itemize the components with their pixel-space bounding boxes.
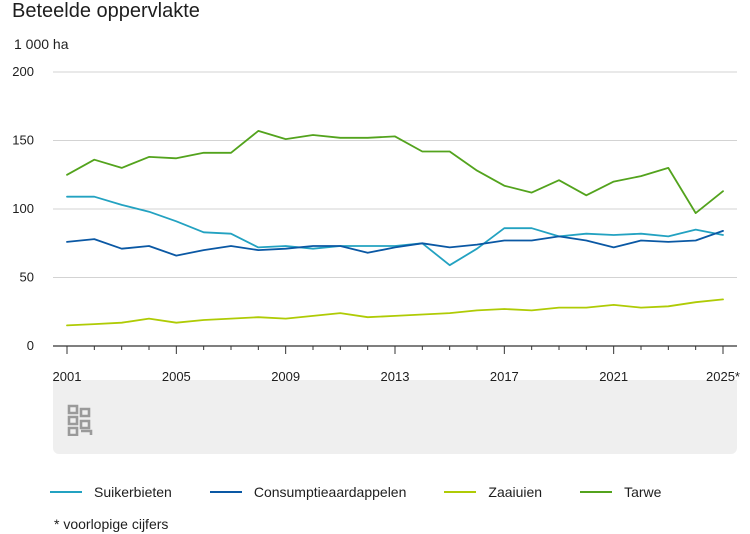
x-tick-label: 2021	[599, 369, 628, 384]
legend-label: Suikerbieten	[94, 484, 172, 500]
y-axis-ticks: 0 50 100 150 200	[12, 64, 34, 353]
legend-item-zaaiuien: Zaaiuien	[444, 484, 542, 500]
gridlines	[53, 71, 737, 347]
legend-item-suikerbieten: Suikerbieten	[50, 484, 172, 500]
y-tick-label: 0	[27, 338, 34, 353]
legend-item-consumptieaardappelen: Consumptieaardappelen	[209, 484, 407, 500]
x-tick-label: 2017	[490, 369, 519, 384]
legend: Suikerbieten Consumptieaardappelen Zaaiuie…	[50, 484, 699, 500]
legend-item-tarwe: Tarwe	[580, 484, 661, 500]
legend-swatch	[50, 491, 82, 493]
legend-swatch	[580, 491, 613, 493]
x-tick-label: 2013	[381, 369, 410, 384]
y-tick-label: 200	[12, 64, 34, 79]
legend-label: Tarwe	[624, 484, 662, 500]
y-axis-unit-label: 1 000 ha	[14, 36, 69, 52]
y-tick-label: 100	[12, 201, 34, 216]
legend-swatch	[444, 491, 477, 493]
series-lines	[66, 129, 724, 327]
legend-label: Zaaiuien	[488, 484, 543, 500]
source-logo-panel	[53, 380, 737, 454]
y-tick-label: 150	[12, 133, 34, 148]
legend-label: Consumptieaardappelen	[253, 484, 407, 500]
x-tick-label: 2001	[53, 369, 82, 384]
y-tick-label: 50	[20, 270, 34, 285]
series-line-zaaiuien	[66, 298, 724, 327]
line-chart: 0 50 100 150 200 2001 2005 2009 2013 2017 2021 202…	[12, 64, 740, 384]
cbs-logo-icon	[67, 404, 93, 436]
series-line-suikerbieten	[66, 195, 724, 267]
series-line-tarwe	[66, 129, 724, 215]
chart-title: Beteelde oppervlakte	[12, 0, 200, 22]
x-tick-label: 2025*	[706, 369, 740, 384]
legend-swatch	[209, 491, 242, 493]
x-tick-label: 2009	[271, 369, 300, 384]
footnote: * voorlopige cijfers	[54, 516, 169, 532]
x-tick-label: 2005	[162, 369, 191, 384]
x-axis-ticks: 2001 2005 2009 2013 2017 2021 2025*	[53, 346, 740, 384]
series-line-consumptieaardappelen	[66, 229, 724, 257]
